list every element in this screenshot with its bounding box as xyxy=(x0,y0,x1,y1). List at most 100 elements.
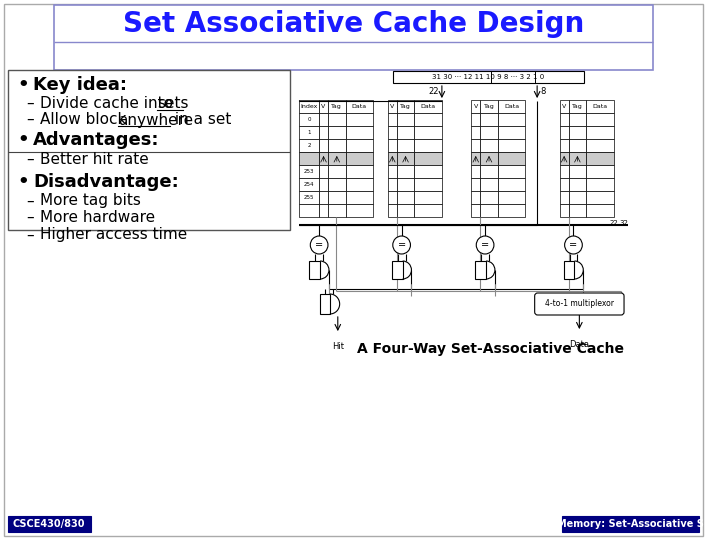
Bar xyxy=(388,139,397,152)
Bar xyxy=(472,126,480,139)
Text: Index: Index xyxy=(301,104,318,109)
Bar xyxy=(300,139,319,152)
Bar xyxy=(559,113,569,126)
Bar xyxy=(586,204,613,217)
Bar xyxy=(388,204,397,217)
Bar xyxy=(300,100,319,113)
Bar xyxy=(480,152,498,165)
Text: V: V xyxy=(562,104,566,109)
Bar xyxy=(569,113,586,126)
Text: anywhere: anywhere xyxy=(118,112,194,127)
Bar xyxy=(54,5,653,70)
Text: in a set: in a set xyxy=(170,112,231,127)
Bar xyxy=(328,191,346,204)
Bar xyxy=(559,204,569,217)
Bar xyxy=(480,139,498,152)
Text: Key idea:: Key idea: xyxy=(33,76,127,94)
Text: Memory: Set-Associative S: Memory: Set-Associative S xyxy=(557,519,704,529)
Bar xyxy=(475,261,486,279)
Bar xyxy=(586,100,613,113)
Bar xyxy=(388,165,397,178)
Bar xyxy=(8,516,91,532)
Bar xyxy=(300,152,319,165)
Bar xyxy=(397,165,415,178)
Text: 1: 1 xyxy=(307,130,311,135)
Text: CSCE430/830: CSCE430/830 xyxy=(13,519,86,529)
Text: Disadvantage:: Disadvantage: xyxy=(33,173,179,191)
Bar xyxy=(498,126,526,139)
Bar xyxy=(300,113,319,126)
Bar xyxy=(564,261,575,279)
Bar xyxy=(388,113,397,126)
Bar xyxy=(569,100,586,113)
Bar xyxy=(480,165,498,178)
Text: Advantages:: Advantages: xyxy=(33,131,160,149)
Text: V: V xyxy=(474,104,478,109)
Bar xyxy=(498,204,526,217)
Text: Data: Data xyxy=(570,340,590,349)
Bar xyxy=(346,165,373,178)
Text: More tag bits: More tag bits xyxy=(40,193,141,208)
Bar xyxy=(346,152,373,165)
Text: –: – xyxy=(27,211,40,226)
Text: Divide cache into: Divide cache into xyxy=(40,97,179,111)
Bar xyxy=(346,126,373,139)
Bar xyxy=(397,178,415,191)
Text: •: • xyxy=(18,173,35,191)
Text: 4-to-1 multiplexor: 4-to-1 multiplexor xyxy=(545,300,614,308)
Bar xyxy=(328,139,346,152)
Bar xyxy=(569,152,586,165)
Bar xyxy=(388,191,397,204)
Bar xyxy=(480,113,498,126)
Bar xyxy=(393,71,584,83)
Bar xyxy=(310,261,320,279)
FancyBboxPatch shape xyxy=(535,293,624,315)
Bar xyxy=(388,152,397,165)
Bar xyxy=(559,100,569,113)
Bar xyxy=(480,204,498,217)
Text: V: V xyxy=(390,104,395,109)
Bar xyxy=(415,100,442,113)
Text: 22: 22 xyxy=(609,220,618,226)
Text: Higher access time: Higher access time xyxy=(40,227,188,242)
Bar xyxy=(586,139,613,152)
Bar xyxy=(319,165,328,178)
Text: sets: sets xyxy=(157,97,189,111)
Bar xyxy=(392,261,402,279)
Bar xyxy=(586,178,613,191)
Bar xyxy=(397,204,415,217)
Bar xyxy=(300,204,319,217)
Bar xyxy=(498,191,526,204)
Text: More hardware: More hardware xyxy=(40,211,156,226)
Text: 0: 0 xyxy=(307,117,311,122)
Bar xyxy=(300,178,319,191)
Bar xyxy=(320,294,330,314)
Text: –: – xyxy=(27,112,40,127)
Bar xyxy=(388,126,397,139)
Bar xyxy=(559,139,569,152)
Text: 31 30 ··· 12 11 10 9 8 ··· 3 2 1 0: 31 30 ··· 12 11 10 9 8 ··· 3 2 1 0 xyxy=(433,74,544,80)
Bar xyxy=(415,178,442,191)
Circle shape xyxy=(564,236,582,254)
Bar xyxy=(300,191,319,204)
Text: 253: 253 xyxy=(304,169,315,174)
Text: 2: 2 xyxy=(307,143,311,148)
Bar xyxy=(472,178,480,191)
Bar xyxy=(559,191,569,204)
Bar xyxy=(319,126,328,139)
Bar xyxy=(559,152,569,165)
Text: 8: 8 xyxy=(540,86,546,96)
Bar xyxy=(388,178,397,191)
Bar xyxy=(480,126,498,139)
Text: Set Associative Cache Design: Set Associative Cache Design xyxy=(123,10,584,38)
Bar xyxy=(498,100,526,113)
Text: Tag: Tag xyxy=(400,104,411,109)
Bar xyxy=(319,178,328,191)
Text: Hit: Hit xyxy=(332,342,343,351)
Text: =: = xyxy=(570,240,577,250)
Bar xyxy=(569,191,586,204)
Bar xyxy=(346,204,373,217)
Bar xyxy=(397,113,415,126)
Text: Tag: Tag xyxy=(572,104,582,109)
Bar xyxy=(415,204,442,217)
